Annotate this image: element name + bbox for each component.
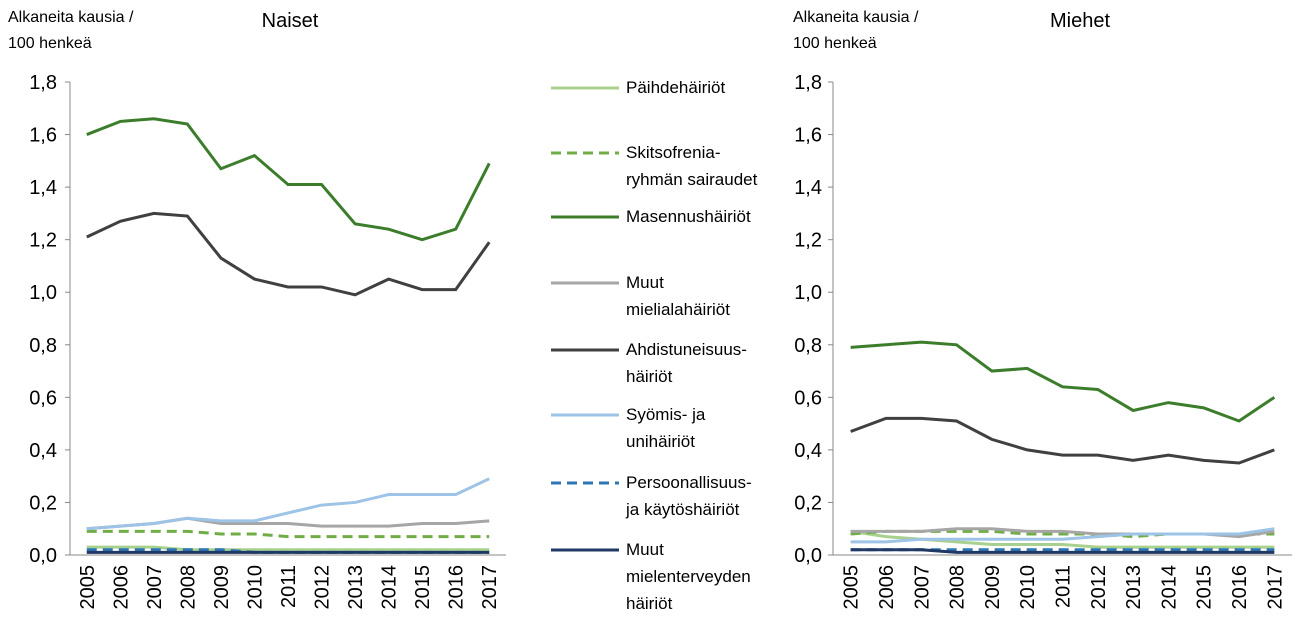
x-tick-label: 2013 <box>345 565 367 610</box>
legend-label: Masennushäiriöt <box>626 207 751 226</box>
legend-label: Ahdistuneisuus- häiriöt <box>626 340 747 386</box>
x-tick-label: 2015 <box>1194 565 1216 610</box>
x-tick-label: 2014 <box>379 565 401 610</box>
x-tick-label: 2011 <box>1053 565 1075 608</box>
x-tick-label: 2016 <box>446 565 468 610</box>
legend-label: Persoonallisuus- ja käytöshäiriöt <box>626 473 752 519</box>
series-line <box>86 117 491 242</box>
x-tick-label: 2009 <box>982 565 1004 610</box>
legend-label: Skitsofrenia- ryhmän sairaudet <box>626 143 758 189</box>
x-tick-label: 2007 <box>144 565 166 610</box>
x-tick-label: 2017 <box>479 565 501 610</box>
y-tick-label: 1,0 <box>29 282 57 304</box>
y-tick-label: 1,4 <box>29 177 57 199</box>
y-tick-label: 0,6 <box>29 387 57 409</box>
y-tick-label: 1,2 <box>29 230 57 252</box>
y-tick-label: 0,2 <box>794 492 822 514</box>
series-line <box>86 545 490 552</box>
y-tick-label: 0,6 <box>794 387 822 409</box>
x-tick-label: 2010 <box>1017 565 1039 610</box>
x-tick-label: 2009 <box>211 565 233 610</box>
y-tick-label: 1,4 <box>794 177 822 199</box>
y-tick-label: 0,2 <box>29 492 57 514</box>
x-tick-label: 2012 <box>1088 565 1110 610</box>
y-tick-label: 0,4 <box>794 440 822 462</box>
series-line <box>850 548 1275 554</box>
y-tick-label: 0,8 <box>794 335 822 357</box>
x-tick-label: 2017 <box>1264 565 1286 610</box>
y-tick-label: 1,0 <box>794 282 822 304</box>
x-tick-label: 2012 <box>312 565 334 610</box>
y-axis-label: Alkaneita kausia / 100 henkeä <box>8 9 134 52</box>
y-tick-label: 1,8 <box>29 72 57 94</box>
legend-label: Muut mielenterveyden häiriöt <box>626 540 751 613</box>
series-line <box>86 529 490 539</box>
x-tick-label: 2011 <box>278 565 300 608</box>
x-tick-label: 2005 <box>841 565 863 610</box>
series-line <box>850 340 1276 423</box>
series-line <box>86 211 491 297</box>
series-line <box>86 477 490 531</box>
x-tick-label: 2010 <box>244 565 266 610</box>
y-tick-label: 0,4 <box>29 440 57 462</box>
series-line <box>850 527 1275 544</box>
legend-label: Syömis- ja unihäiriöt <box>626 405 706 451</box>
y-tick-label: 0,8 <box>29 335 57 357</box>
x-tick-label: 2006 <box>876 565 898 610</box>
y-axis-label: Alkaneita kausia / 100 henkeä <box>793 9 919 52</box>
series-line <box>850 416 1275 465</box>
x-tick-label: 2016 <box>1229 565 1251 610</box>
x-tick-label: 2015 <box>412 565 434 610</box>
y-tick-label: 1,6 <box>29 125 57 147</box>
chart-title: Miehet <box>1050 10 1110 32</box>
legend-label: Päihdehäiriöt <box>626 78 726 97</box>
y-tick-label: 1,8 <box>794 72 822 94</box>
y-tick-label: 1,2 <box>794 230 822 252</box>
y-tick-label: 0,0 <box>29 545 57 567</box>
x-tick-label: 2007 <box>911 565 933 610</box>
x-tick-label: 2006 <box>110 565 132 610</box>
x-tick-label: 2014 <box>1158 565 1180 610</box>
x-tick-label: 2008 <box>947 565 969 610</box>
legend-label: Muut mielialahäiriöt <box>626 273 730 319</box>
x-tick-label: 2005 <box>77 565 99 610</box>
x-tick-label: 2013 <box>1123 565 1145 610</box>
y-tick-label: 1,6 <box>794 125 822 147</box>
y-tick-label: 0,0 <box>794 545 822 567</box>
x-tick-label: 2008 <box>177 565 199 610</box>
chart-title: Naiset <box>262 10 319 32</box>
